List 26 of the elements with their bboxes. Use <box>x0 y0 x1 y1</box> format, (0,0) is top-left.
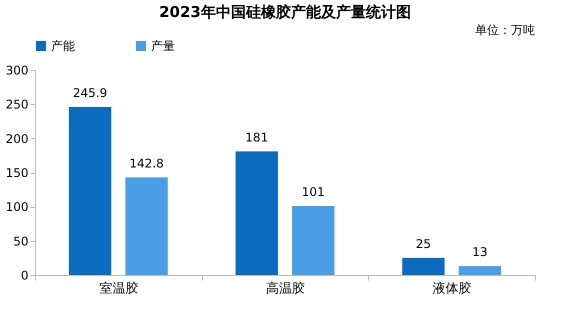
data-label: 142.8 <box>129 156 164 170</box>
legend-label: 产量 <box>151 39 175 53</box>
y-tick-label: 100 <box>6 200 28 214</box>
bar <box>125 177 168 275</box>
bar <box>292 206 334 275</box>
bar <box>458 266 502 275</box>
data-label: 101 <box>302 184 325 199</box>
y-tick-label: 0 <box>20 268 28 282</box>
bar <box>236 151 278 275</box>
data-label: 181 <box>245 130 268 144</box>
chart-title: 2023年中国硅橡胶产能及产量统计图 <box>159 3 411 21</box>
bar <box>402 258 445 275</box>
y-tick-label: 150 <box>6 166 28 180</box>
y-tick-label: 250 <box>6 98 28 112</box>
x-tick-label: 高温胶 <box>266 280 305 296</box>
y-tick-label: 50 <box>13 234 28 248</box>
y-tick-label: 300 <box>6 64 28 78</box>
y-tick-label: 200 <box>6 132 28 146</box>
x-tick-label: 室温胶 <box>99 280 138 296</box>
bar <box>68 106 112 275</box>
data-label: 25 <box>416 236 432 251</box>
data-label: 13 <box>472 245 488 260</box>
legend-label: 产能 <box>51 39 75 53</box>
text: 单位：万吨 <box>475 23 535 37</box>
data-label: 245.9 <box>72 86 108 100</box>
x-tick-label: 液体胶 <box>432 282 472 296</box>
